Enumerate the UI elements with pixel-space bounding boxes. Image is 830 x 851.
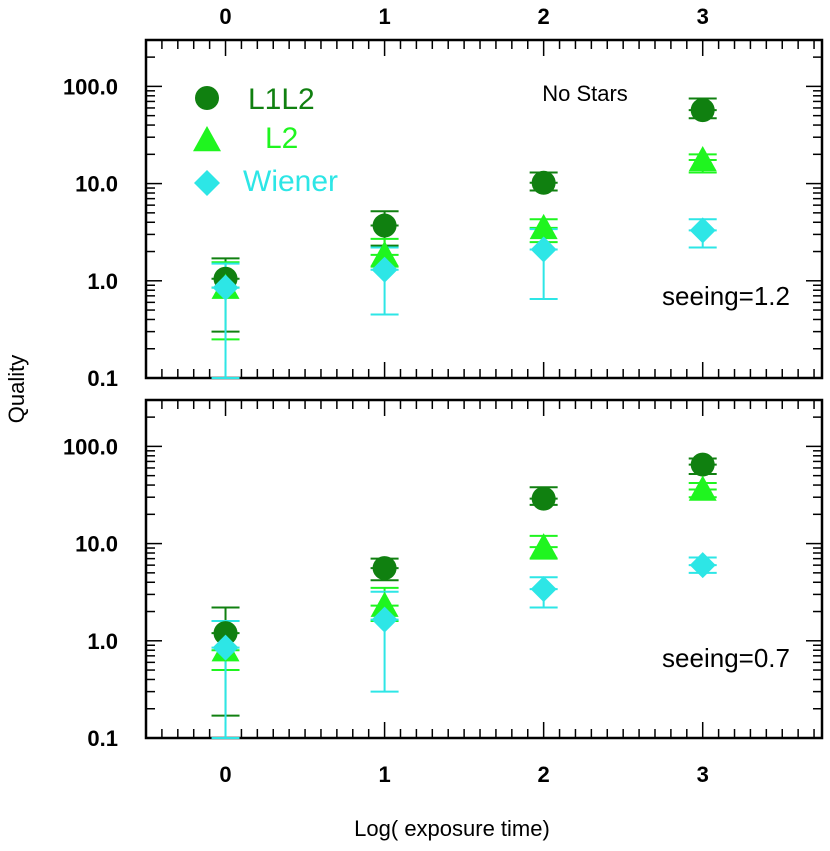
x-tick-label-top: 1 xyxy=(378,4,390,29)
plot-frame-top xyxy=(144,38,824,380)
legend-label-l2: L2 xyxy=(265,122,298,155)
data-point-l1l2 xyxy=(690,98,715,123)
x-tick-label-top: 2 xyxy=(538,4,550,29)
y-tick-label: 100.0 xyxy=(63,74,118,99)
legend-label-wiener: Wiener xyxy=(243,165,338,198)
x-tick-label: 1 xyxy=(378,762,390,787)
data-point-l1l2 xyxy=(213,621,238,646)
data-point-wiener xyxy=(371,256,398,283)
y-tick-label: 0.1 xyxy=(87,726,118,751)
x-tick-label: 0 xyxy=(219,762,231,787)
data-point-l2 xyxy=(688,145,717,172)
legend-marker-wiener xyxy=(194,170,220,196)
seeing-annotation: seeing=0.7 xyxy=(662,643,790,673)
data-point-wiener xyxy=(530,576,557,603)
x-tick-label-top: 3 xyxy=(697,4,709,29)
data-point-wiener xyxy=(689,217,716,244)
data-point-wiener xyxy=(212,274,239,301)
y-tick-label: 1.0 xyxy=(87,629,118,654)
data-point-wiener xyxy=(212,634,239,661)
data-point-l1l2 xyxy=(531,486,556,511)
y-tick-label: 1.0 xyxy=(87,269,118,294)
data-point-l1l2 xyxy=(531,170,556,195)
data-point-wiener xyxy=(530,236,557,263)
data-point-wiener xyxy=(371,606,398,633)
x-tick-label: 3 xyxy=(697,762,709,787)
y-axis-title: Quality xyxy=(4,355,29,423)
seeing-annotation: seeing=1.2 xyxy=(662,281,790,311)
x-tick-label-top: 0 xyxy=(219,4,231,29)
legend-label-l1l2: L1L2 xyxy=(248,83,315,116)
no-stars-note: No Stars xyxy=(542,81,628,106)
y-tick-label: 100.0 xyxy=(63,434,118,459)
data-point-l2 xyxy=(529,533,558,559)
y-tick-label: 0.1 xyxy=(87,366,118,391)
legend-marker-l1l2 xyxy=(195,86,219,110)
plot-frame-bottom xyxy=(144,398,824,740)
data-point-l1l2 xyxy=(690,452,715,477)
x-tick-label: 2 xyxy=(538,762,550,787)
legend-marker-l2 xyxy=(193,126,221,152)
y-tick-label: 10.0 xyxy=(75,172,118,197)
data-point-wiener xyxy=(689,552,716,579)
y-tick-label: 10.0 xyxy=(75,532,118,557)
data-point-l2 xyxy=(529,213,558,240)
data-point-l2 xyxy=(688,475,717,501)
data-point-l2 xyxy=(370,591,399,617)
data-point-l1l2 xyxy=(372,213,397,238)
x-axis-title: Log( exposure time) xyxy=(354,816,550,841)
data-point-l1l2 xyxy=(372,556,397,581)
data-point-l2 xyxy=(370,240,399,267)
